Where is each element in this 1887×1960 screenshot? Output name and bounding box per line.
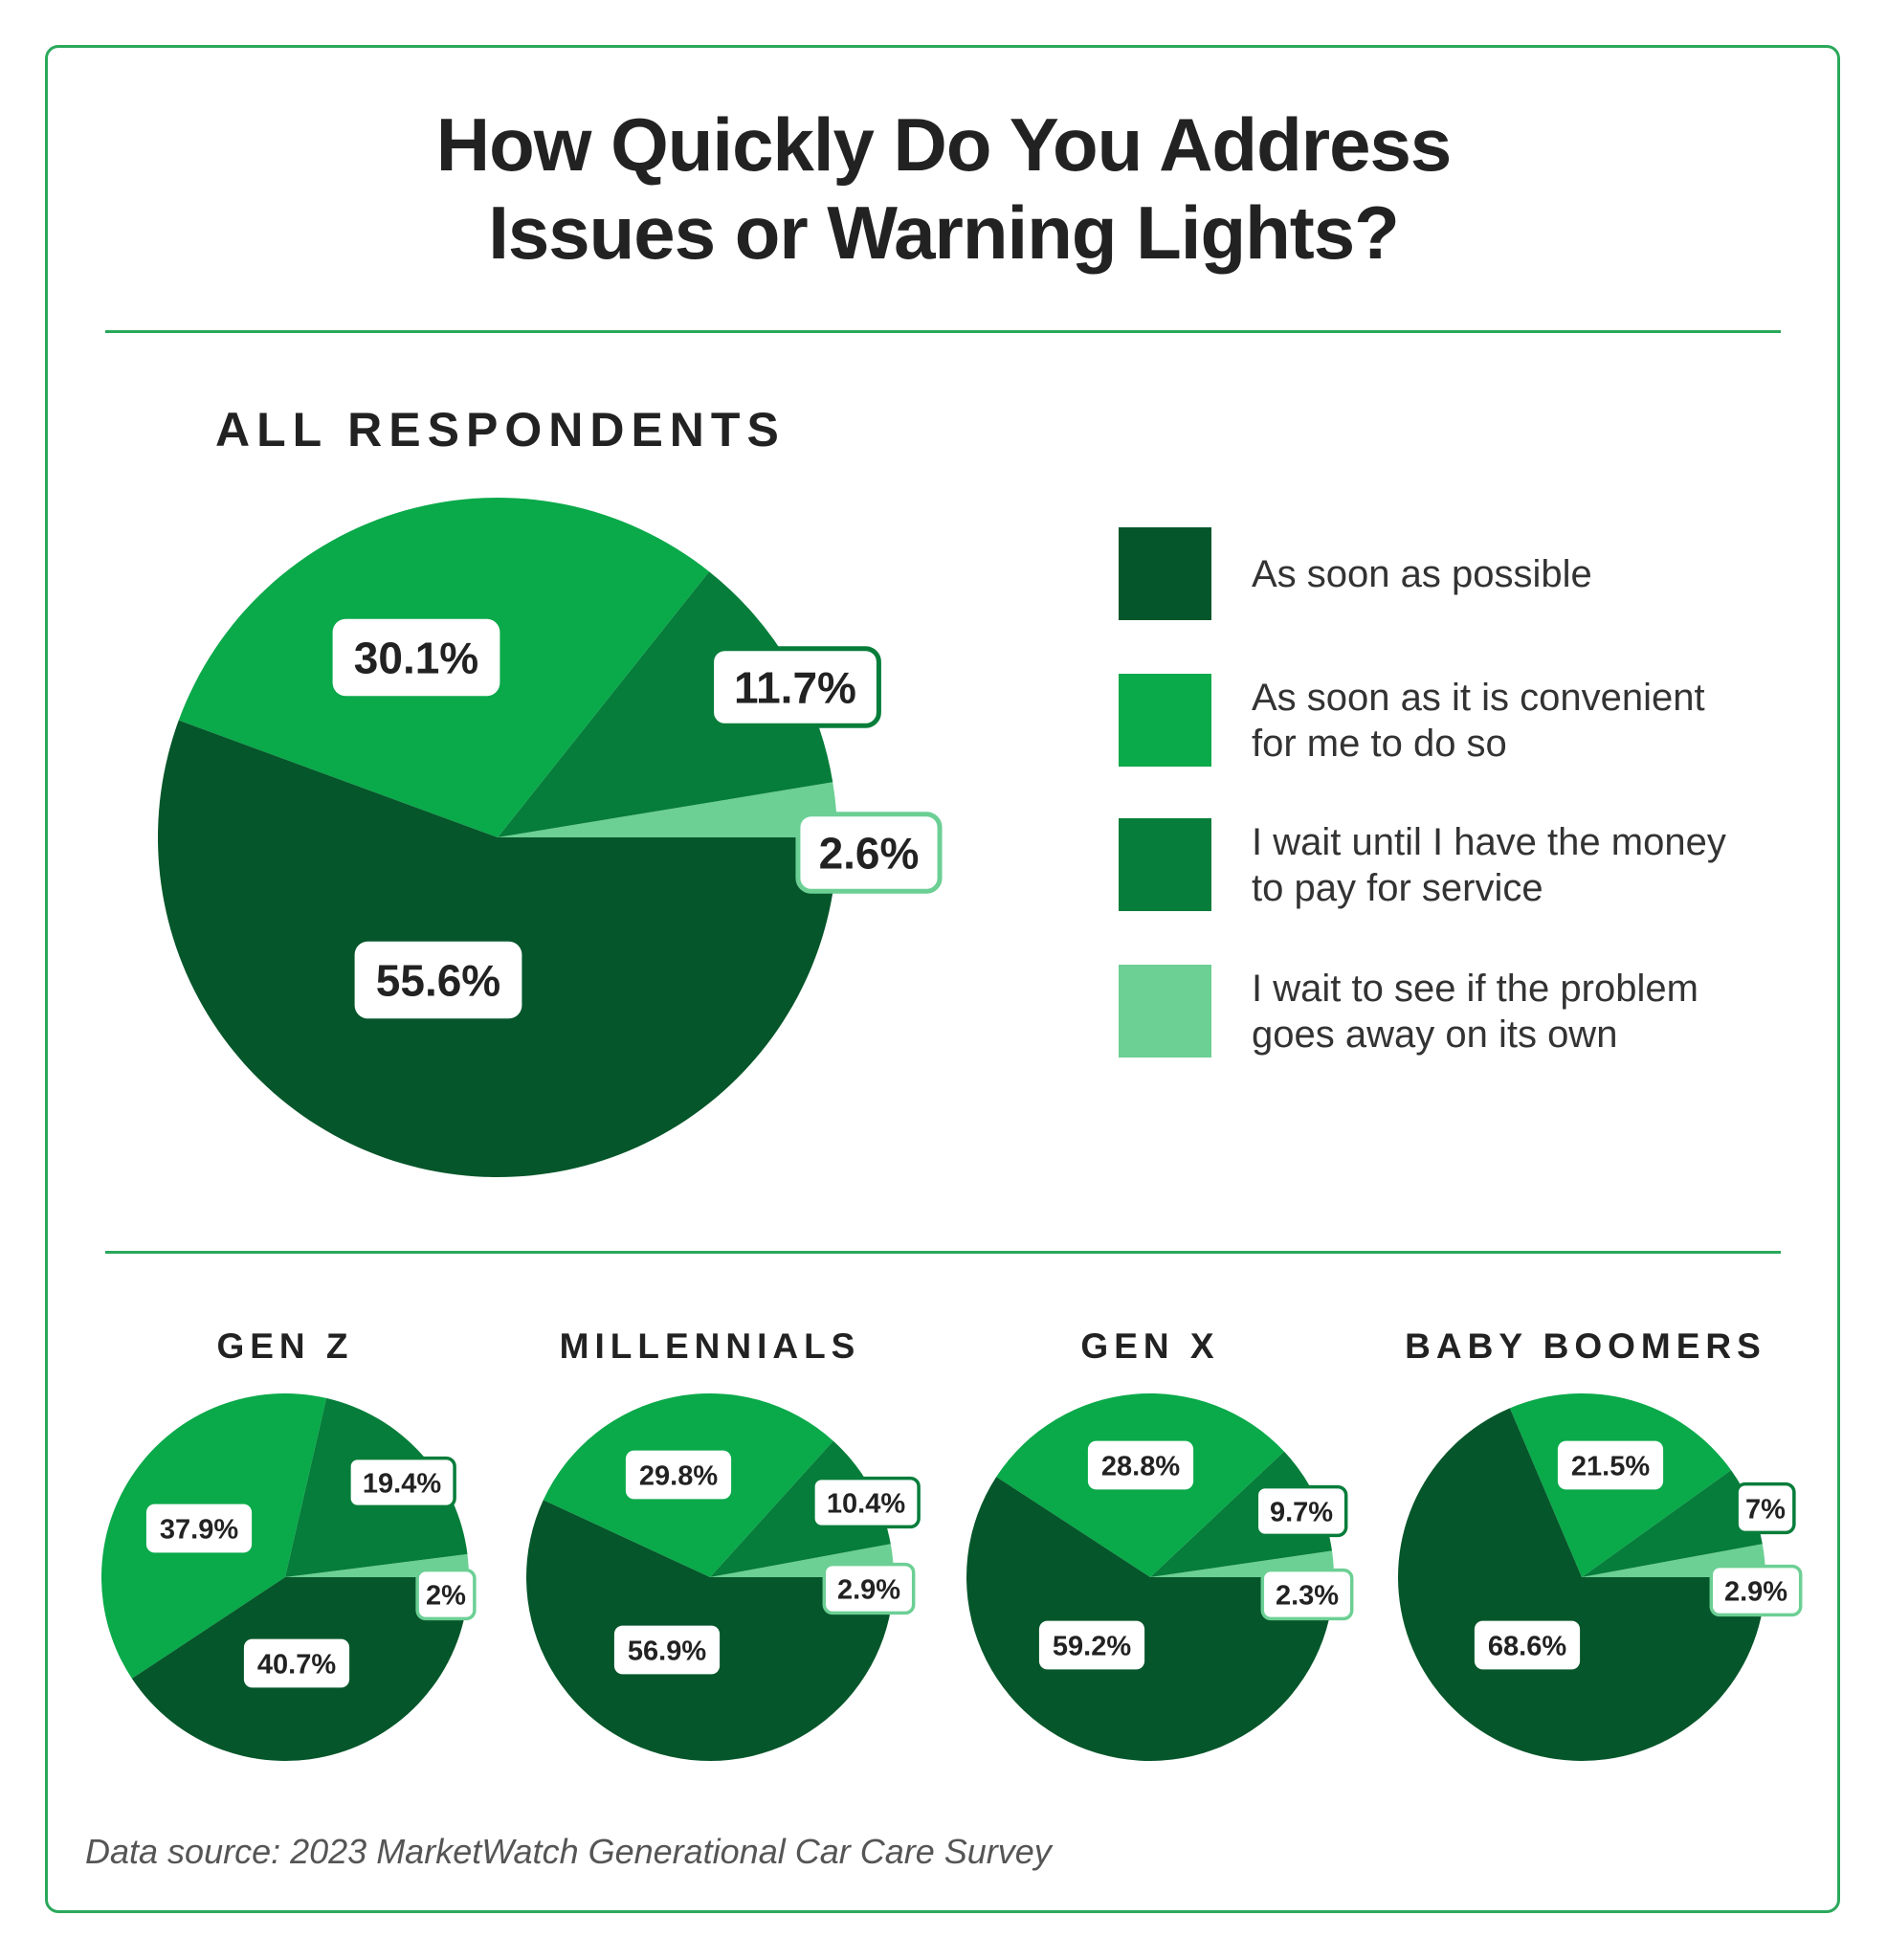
- data-label-box: [709, 646, 881, 728]
- data-label: 2.9%: [837, 1574, 900, 1605]
- data-label: 55.6%: [376, 956, 500, 1006]
- pie-slice-asap: [966, 1477, 1334, 1762]
- legend-swatch: [1119, 527, 1211, 620]
- data-label-box: [795, 812, 943, 894]
- data-label-box: [354, 941, 522, 1019]
- legend-label: I wait until I have the money to pay for…: [1252, 820, 1726, 909]
- legend-item-wait-see: I wait to see if the problem goes away o…: [1119, 965, 1749, 1058]
- data-label: 21.5%: [1571, 1451, 1650, 1481]
- data-label-box: [332, 618, 500, 697]
- legend-swatch: [1119, 818, 1211, 911]
- data-label: 2.6%: [819, 829, 920, 879]
- data-label: 19.4%: [363, 1468, 441, 1499]
- legend-swatch: [1119, 674, 1211, 767]
- gen-z-title: GEN Z: [216, 1326, 354, 1366]
- infographic-frame: [45, 45, 1840, 1913]
- data-label-box: [1474, 1620, 1581, 1670]
- data-label-box: [1557, 1440, 1664, 1490]
- baby-boomers-title: BABY BOOMERS: [1405, 1326, 1766, 1366]
- data-label: 29.8%: [639, 1460, 718, 1491]
- legend-swatch: [1119, 965, 1211, 1058]
- data-source: Data source: 2023 MarketWatch Generation…: [85, 1832, 1052, 1871]
- middle-divider: [105, 1251, 1781, 1254]
- data-label: 68.6%: [1488, 1631, 1566, 1661]
- data-label-box: [1038, 1620, 1145, 1670]
- data-label-box: [243, 1638, 350, 1688]
- pie-slice-wait-money: [498, 571, 833, 837]
- legend-label: As soon as possible: [1252, 552, 1592, 595]
- legend-item-asap: As soon as possible: [1119, 527, 1749, 620]
- data-label: 10.4%: [827, 1488, 905, 1519]
- data-label: 7%: [1745, 1494, 1786, 1525]
- pie-slice-wait-money: [1582, 1470, 1763, 1577]
- top-divider: [105, 330, 1781, 333]
- data-label: 2.3%: [1276, 1580, 1339, 1611]
- data-label-box: [145, 1503, 253, 1553]
- data-label-box: [822, 1562, 916, 1615]
- data-label-box: [1709, 1564, 1803, 1617]
- data-label: 2.9%: [1724, 1576, 1787, 1607]
- gen-x-title: GEN X: [1080, 1326, 1220, 1366]
- data-label: 37.9%: [160, 1514, 238, 1545]
- millennials-title: MILLENNIALS: [559, 1326, 861, 1366]
- page-title: How Quickly Do You Address Issues or War…: [0, 100, 1887, 277]
- data-label: 30.1%: [354, 634, 478, 683]
- data-label: 2%: [426, 1580, 466, 1611]
- data-label: 28.8%: [1101, 1451, 1180, 1481]
- legend-item-wait-money: I wait until I have the money to pay for…: [1119, 818, 1749, 911]
- data-label: 11.7%: [734, 663, 856, 713]
- title-line-1: How Quickly Do You Address: [435, 102, 1452, 187]
- data-label: 40.7%: [257, 1649, 336, 1680]
- data-label-box: [625, 1450, 732, 1500]
- pie-slice-wait-money: [1150, 1451, 1332, 1577]
- data-label-box: [1735, 1481, 1796, 1535]
- data-label-box: [1260, 1568, 1354, 1621]
- data-label: 56.9%: [628, 1636, 706, 1666]
- data-label-box: [811, 1476, 921, 1529]
- legend-item-convenient: As soon as it is convenient for me to do…: [1119, 674, 1749, 767]
- legend-label: I wait to see if the problem goes away o…: [1252, 967, 1698, 1056]
- data-label-box: [1254, 1484, 1348, 1538]
- data-label: 59.2%: [1053, 1631, 1131, 1661]
- data-label-box: [613, 1625, 721, 1675]
- all-respondents-title: ALL RESPONDENTS: [215, 403, 786, 457]
- pie-slice-wait-see: [498, 782, 837, 837]
- data-label-box: [347, 1456, 456, 1509]
- title-line-2: Issues or Warning Lights?: [488, 190, 1400, 275]
- pie-slice-wait-money: [710, 1440, 891, 1577]
- data-label: 9.7%: [1270, 1497, 1333, 1527]
- data-label-box: [1087, 1440, 1194, 1490]
- legend-label: As soon as it is convenient for me to do…: [1252, 676, 1705, 765]
- pie-slice-asap: [1398, 1408, 1765, 1761]
- data-label-box: [415, 1568, 477, 1621]
